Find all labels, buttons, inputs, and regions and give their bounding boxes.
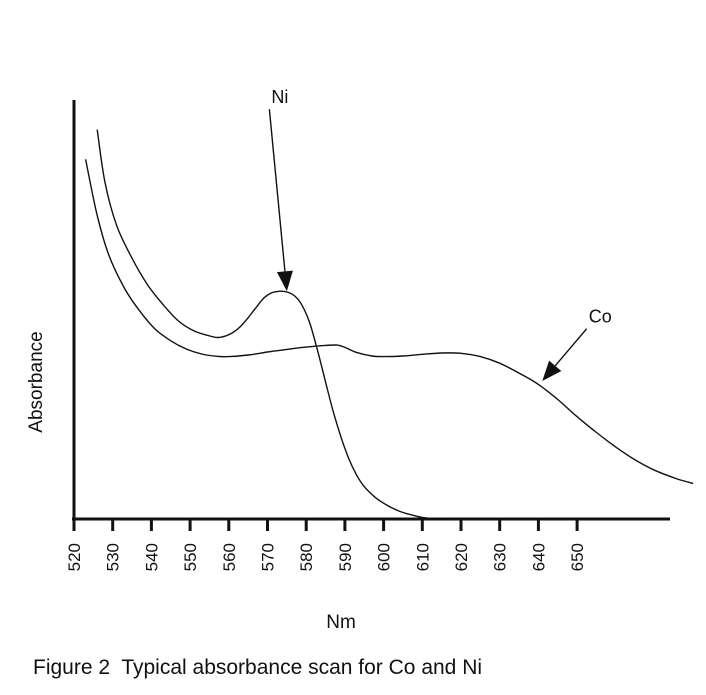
- x-tick-label: 610: [413, 543, 432, 571]
- x-tick-label: 530: [104, 543, 123, 571]
- x-axis-title: Nm: [326, 612, 356, 633]
- plot-area: 520 530 540 550 560 570 580 590 600 610 620 630 640 6…: [65, 100, 670, 571]
- x-tick-label: 580: [297, 543, 316, 571]
- x-tick-label: 590: [336, 543, 355, 571]
- x-tick-label: 600: [375, 543, 394, 571]
- x-tick-label: 550: [181, 543, 200, 571]
- annotation-arrow-head: [276, 270, 293, 292]
- x-tick-label: 570: [259, 543, 278, 571]
- x-tick-label: 650: [568, 543, 587, 571]
- series-label-co: Co: [589, 307, 612, 327]
- series-line-co: [84, 159, 694, 485]
- x-tick-label: 640: [529, 543, 548, 571]
- annotation-arrow-shaft: [268, 109, 286, 272]
- figure-caption: Figure 2 Typical absorbance scan for Co …: [33, 656, 483, 679]
- y-axis-title: Absorbance: [26, 331, 47, 432]
- series-line-ni: [96, 129, 450, 520]
- x-tick-label: 620: [452, 543, 471, 571]
- annotation-arrow-shaft: [554, 328, 588, 367]
- x-tick-label: 540: [142, 543, 161, 571]
- x-tick-label: 630: [491, 543, 510, 571]
- series-label-ni: Ni: [271, 87, 288, 107]
- annotation-layer: Ni Co: [268, 87, 612, 382]
- series-layer: [84, 129, 694, 520]
- annotation-arrow-head: [542, 360, 562, 382]
- x-tick-label: 520: [65, 543, 84, 571]
- x-tick-label: 560: [220, 543, 239, 571]
